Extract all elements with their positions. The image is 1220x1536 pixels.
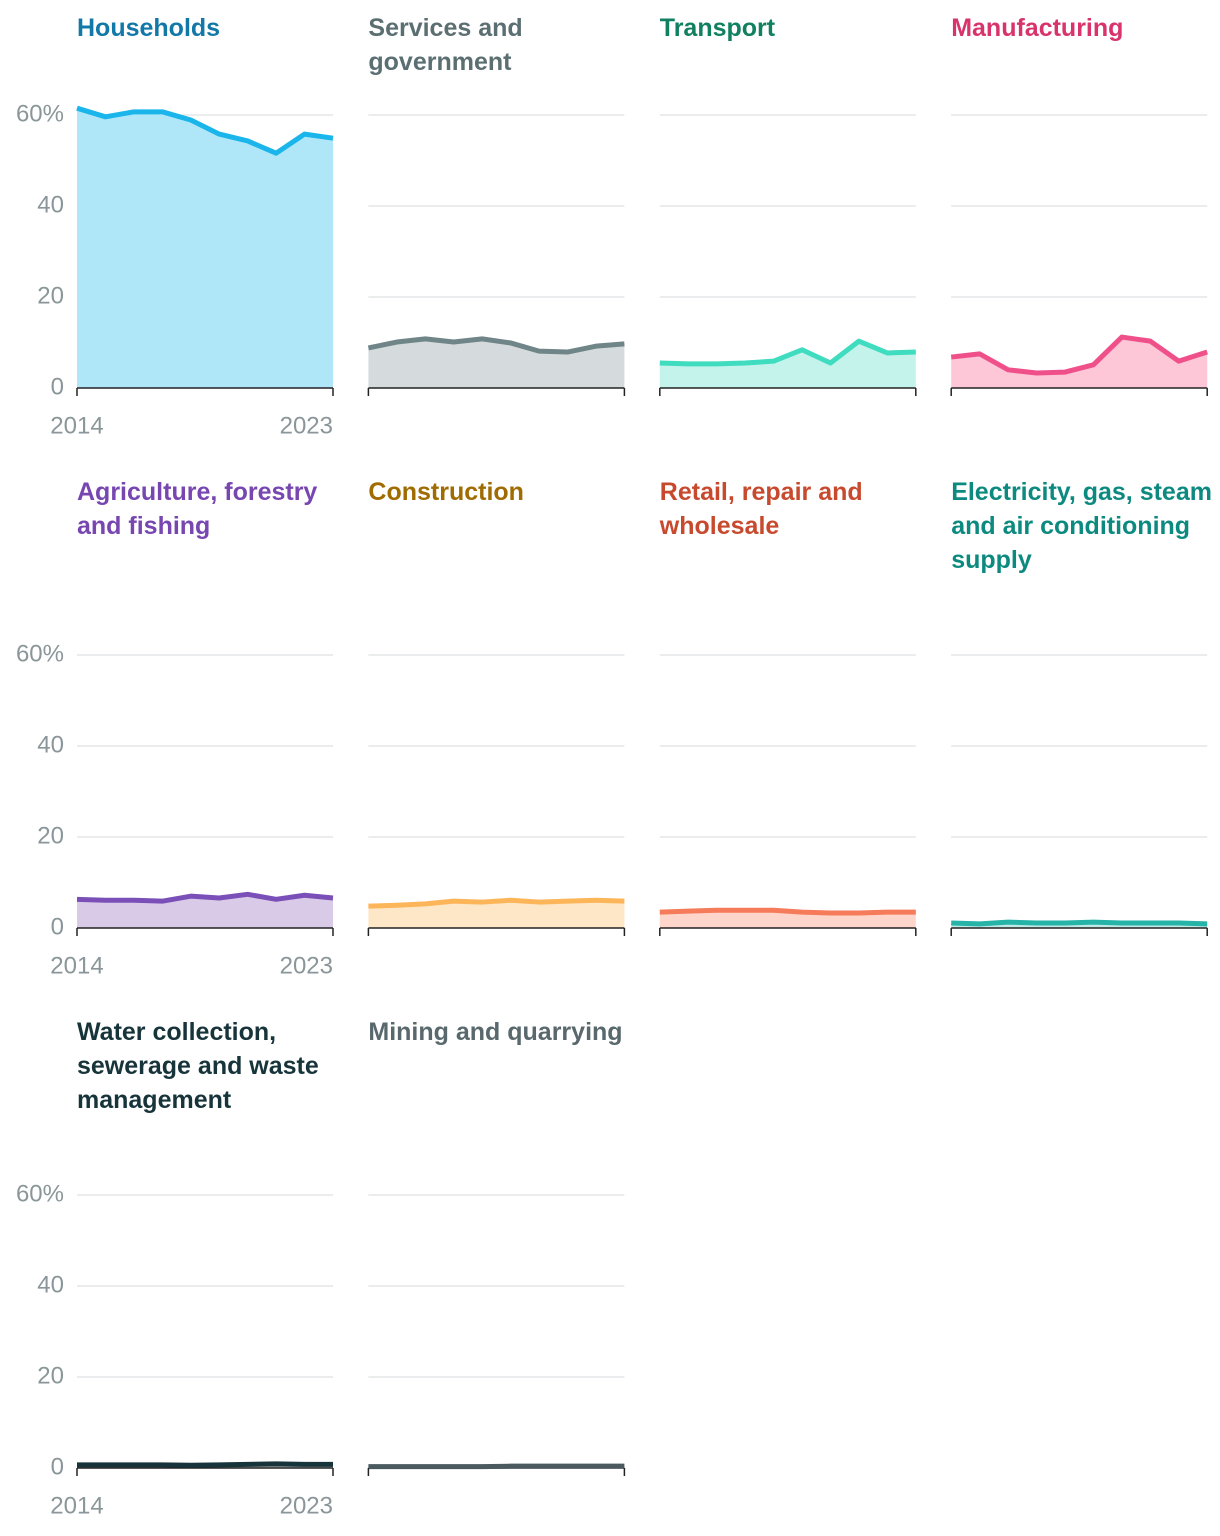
panel-title: Transport [659, 14, 776, 42]
line [659, 338, 916, 367]
y-tick-label: 40 [37, 1271, 64, 1298]
y-tick-label: 60% [16, 100, 64, 127]
panel-title: Manufacturing [951, 14, 1124, 42]
panel-title: Agriculture, forestry and fishing [77, 478, 318, 540]
x-tick-label: 2014 [50, 412, 103, 439]
y-tick-label: 0 [51, 1453, 64, 1480]
panel-title: Retail, repair and wholesale [659, 478, 863, 540]
y-tick-label: 20 [37, 282, 64, 309]
y-tick-label: 60% [16, 1180, 64, 1207]
x-tick-label: 2014 [50, 952, 103, 979]
x-tick-label: 2023 [280, 952, 333, 979]
panel-title: Construction [368, 478, 524, 506]
panel-title: Households [77, 14, 221, 42]
y-tick-label: 0 [51, 373, 64, 400]
area [368, 338, 625, 388]
line [950, 334, 1208, 376]
area [659, 341, 916, 388]
y-tick-label: 40 [37, 191, 64, 218]
line [659, 907, 916, 916]
x-tick-label: 2023 [280, 412, 333, 439]
panel-title: Water collection, sewerage and waste man… [77, 1018, 319, 1114]
line [951, 919, 1208, 927]
area [77, 108, 333, 389]
area [951, 337, 1208, 388]
line [76, 105, 334, 156]
line [368, 897, 625, 909]
line [76, 891, 334, 904]
y-tick-label: 60% [16, 640, 64, 667]
line [367, 336, 625, 355]
x-tick-label: 2014 [50, 1492, 103, 1519]
area [368, 900, 625, 928]
x-tick-label: 2023 [280, 1492, 333, 1519]
panel-title: Mining and quarrying [368, 1018, 623, 1046]
line [77, 1461, 333, 1468]
panel-title: Electricity, gas, steam and air conditio… [951, 478, 1212, 574]
y-tick-label: 20 [37, 1362, 64, 1389]
panel-title: Services and government [368, 14, 523, 76]
y-tick-label: 40 [37, 731, 64, 758]
y-tick-label: 0 [51, 913, 64, 940]
y-tick-label: 20 [37, 822, 64, 849]
